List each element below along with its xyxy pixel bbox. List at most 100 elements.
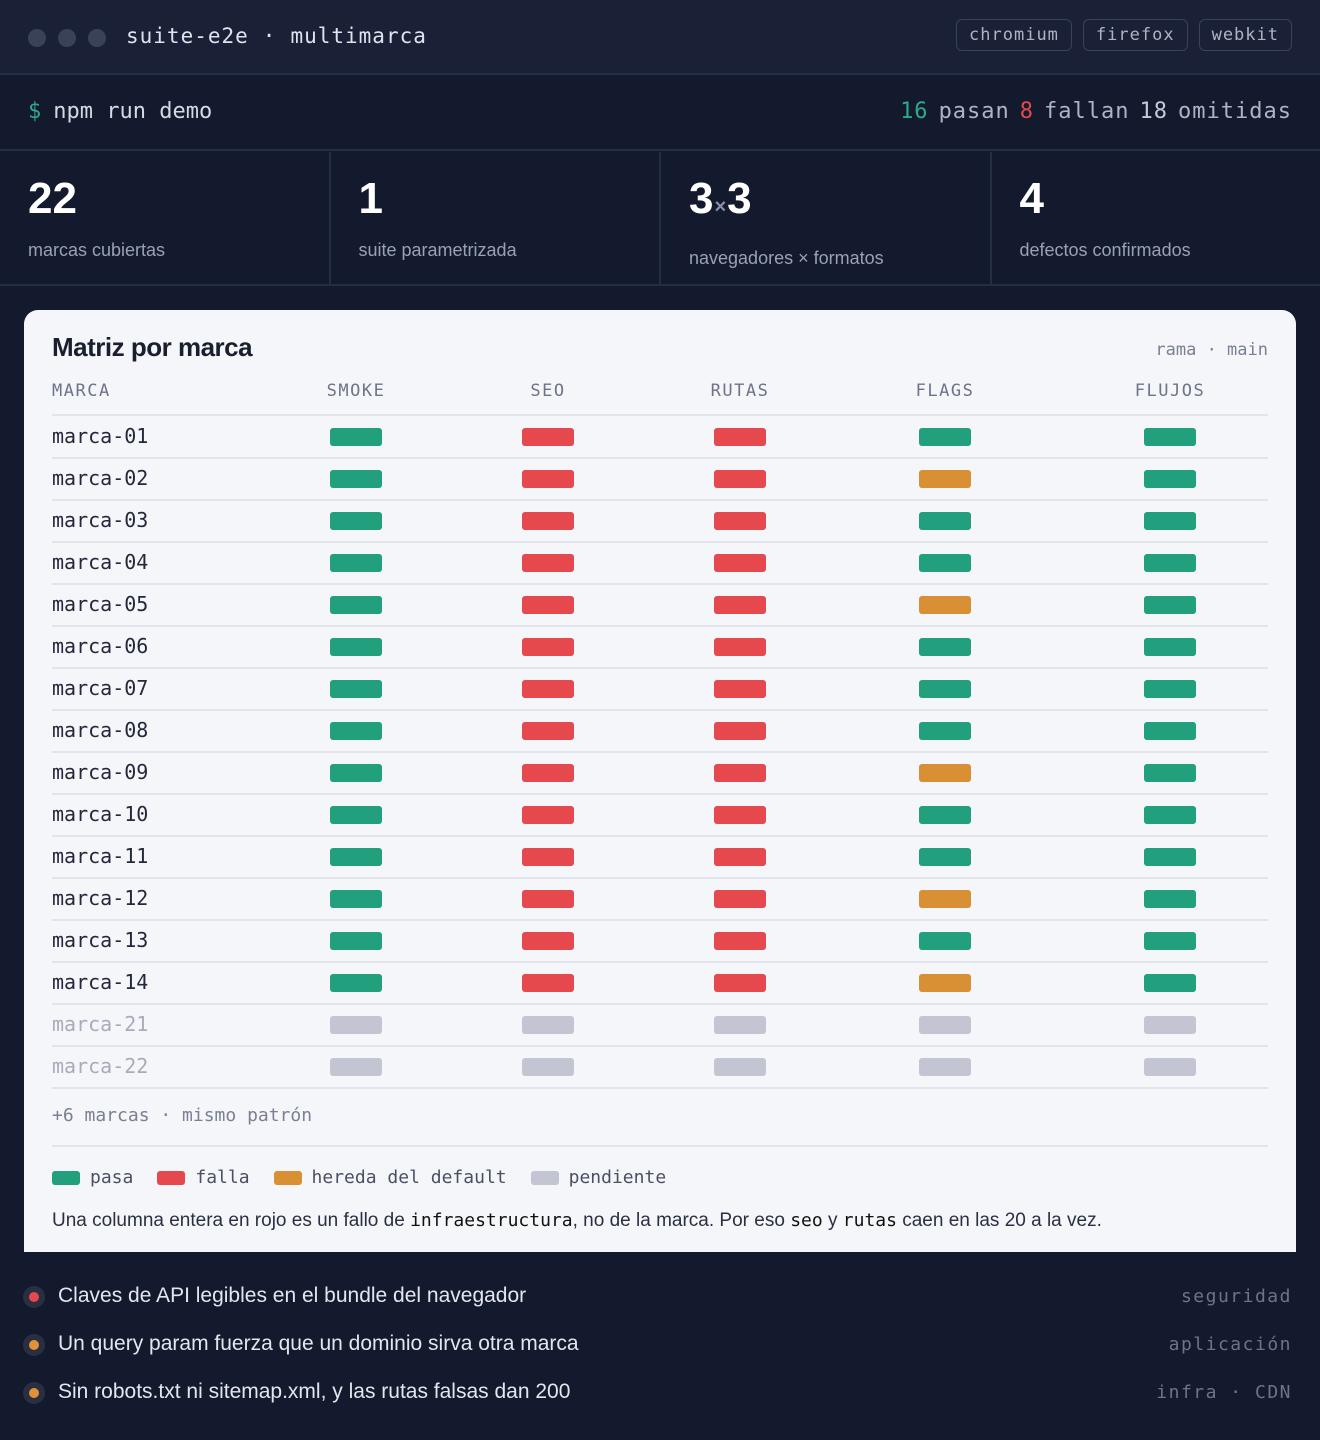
status-cell (330, 1058, 382, 1076)
brand-name: marca-08 (52, 718, 149, 742)
browser-tag[interactable]: webkit (1198, 19, 1292, 51)
command: $ npm run demo (28, 99, 212, 124)
defect-dot (23, 1382, 45, 1404)
status-cell (1144, 722, 1196, 740)
status-cell (522, 1058, 574, 1076)
status-cell (714, 470, 766, 488)
status-cell (1144, 554, 1196, 572)
matrix-title: Matriz por marca (52, 332, 253, 362)
status-cell (1144, 638, 1196, 656)
status-cell (522, 638, 574, 656)
browser-tabs: chromium firefox webkit (956, 19, 1292, 51)
stat-value: 16 (900, 99, 929, 124)
defect-text: Sin robots.txt ni sitemap.xml, y las rut… (58, 1380, 571, 1403)
window-dot[interactable] (28, 29, 46, 47)
status-cell (522, 932, 574, 950)
kpi-number: 1 (358, 174, 383, 223)
legend-label: falla (195, 1167, 250, 1188)
legend-item: falla (157, 1167, 250, 1188)
matrix-card: Matriz por marca rama · main +6 marcas ·… (24, 310, 1296, 1252)
defect-tag: infra · CDN (1156, 1382, 1292, 1403)
status-cell (919, 890, 971, 908)
prompt: $ (28, 99, 42, 124)
defect-text: Claves de API legibles en el bundle del … (58, 1284, 527, 1307)
row-rule (52, 1003, 1268, 1005)
browser-tag[interactable]: chromium (956, 19, 1072, 51)
status-cell (714, 596, 766, 614)
kpi: 4 defectos confirmados (992, 152, 1320, 284)
kpi-times: × (714, 196, 727, 218)
status-cell (1144, 1016, 1196, 1034)
window-dot[interactable] (88, 29, 106, 47)
status-cell (1144, 806, 1196, 824)
column-header: SEO (530, 381, 566, 401)
defect-dot-core (29, 1388, 39, 1398)
legend: pasa falla hereda del default pendiente (52, 1167, 666, 1188)
status-cell (522, 428, 574, 446)
status-cell (330, 596, 382, 614)
subtitle: multimarca (290, 24, 427, 48)
legend-swatch (273, 1170, 302, 1185)
status-cell (714, 722, 766, 740)
note: Una columna entera en rojo es un fallo d… (52, 1210, 1102, 1232)
window-dot[interactable] (58, 29, 76, 47)
column-header: MARCA (52, 381, 111, 401)
stat-label: omitidas (1178, 99, 1292, 124)
window-title: suite-e2e · multimarca (126, 24, 441, 48)
status-cell (919, 848, 971, 866)
note-code: seo (790, 1210, 823, 1231)
brand-name: marca-21 (52, 1012, 149, 1036)
status-cell (522, 1016, 574, 1034)
title-bar: suite-e2e · multimarca chromium firefox webk… (0, 0, 1320, 75)
status-cell (522, 470, 574, 488)
note-text: Una columna entera en rojo es un fallo d… (52, 1210, 411, 1231)
browser-tag[interactable]: firefox (1082, 19, 1188, 51)
separator: · (262, 24, 277, 48)
defect: Sin robots.txt ni sitemap.xml, y las rut… (0, 1372, 1320, 1412)
more-note: +6 marcas · mismo patrón (52, 1105, 313, 1126)
title: suite-e2e (126, 24, 249, 48)
status-cell (919, 1016, 971, 1034)
row-rule (52, 709, 1268, 711)
status-cell (330, 680, 382, 698)
legend-rule (52, 1145, 1268, 1147)
status-cell (1144, 848, 1196, 866)
status-cell (330, 848, 382, 866)
legend-item: pendiente (530, 1167, 666, 1188)
status-cell (330, 512, 382, 530)
status-cell (919, 974, 971, 992)
row-rule (52, 667, 1268, 669)
brand-name: marca-12 (52, 886, 149, 910)
command-bar: $ npm run demo 16 pasan 8 fallan 18 omitidas (0, 77, 1320, 151)
defect-text: Un query param fuerza que un dominio sir… (58, 1332, 579, 1355)
status-cell (522, 512, 574, 530)
status-cell (919, 512, 971, 530)
status-cell (919, 638, 971, 656)
status-cell (522, 890, 574, 908)
column-header: SMOKE (326, 381, 386, 401)
status-cell (919, 932, 971, 950)
status-cell (330, 470, 382, 488)
brand-name: marca-02 (52, 466, 149, 490)
header-rule (52, 414, 1268, 416)
stat-label: pasan (938, 99, 1010, 124)
kpi-value: 22 (28, 174, 301, 224)
kpi: 1 suite parametrizada (331, 152, 661, 284)
brand-name: marca-13 (52, 928, 149, 952)
stat-label: fallan (1044, 99, 1130, 124)
status-cell (1144, 470, 1196, 488)
status-cell (919, 806, 971, 824)
status-cell (522, 680, 574, 698)
brand-name: marca-03 (52, 508, 149, 532)
status-cell (714, 974, 766, 992)
defect-dot (23, 1286, 45, 1308)
kpi-label: navegadores × formatos (689, 248, 884, 268)
status-cell (1144, 974, 1196, 992)
status-cell (330, 974, 382, 992)
kpi: 22 marcas cubiertas (0, 152, 331, 284)
brand-name: marca-11 (52, 844, 149, 868)
defect-dot-core (29, 1340, 39, 1350)
status-cell (330, 932, 382, 950)
brand-name: marca-05 (52, 592, 149, 616)
